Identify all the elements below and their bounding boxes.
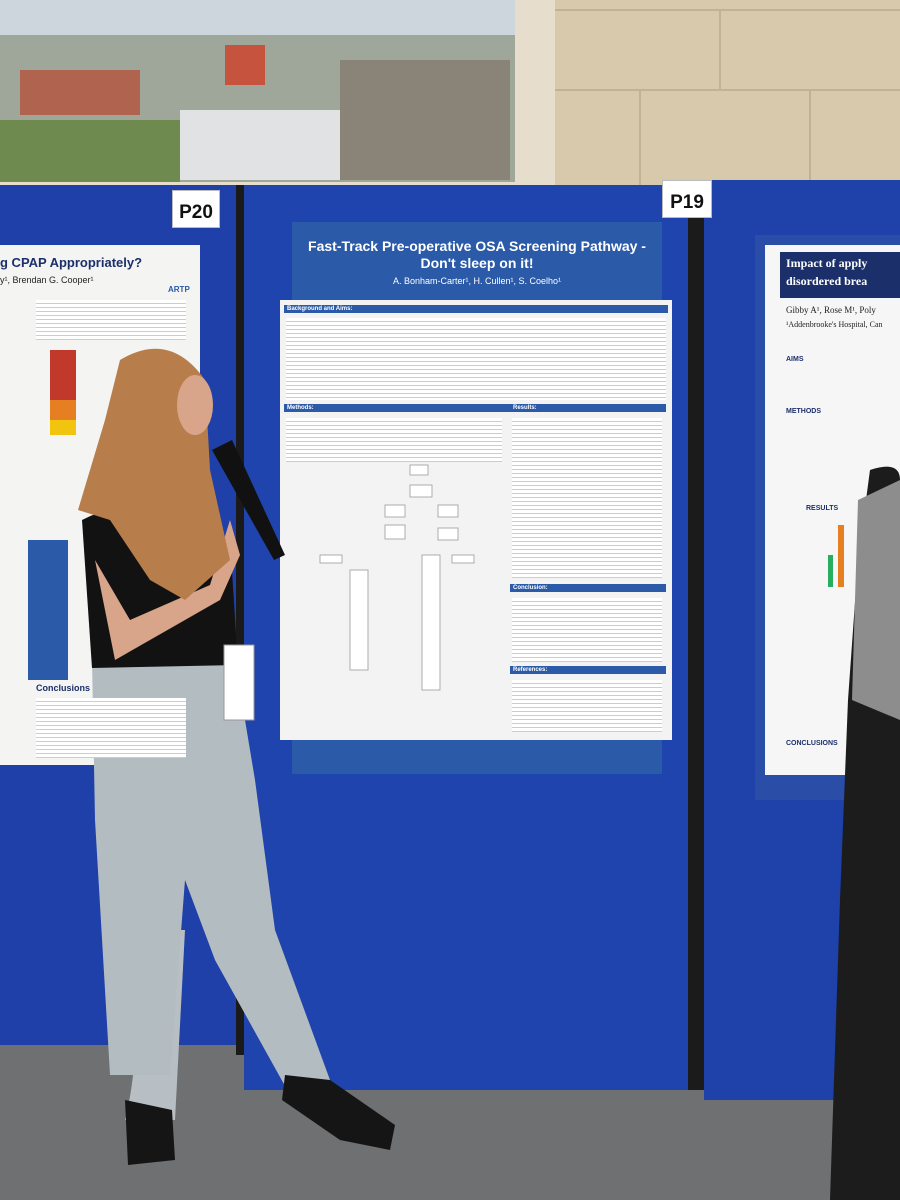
section-text (512, 418, 662, 578)
right-poster-title: disordered brea (786, 274, 868, 288)
section-text (286, 318, 666, 400)
right-poster-title: Impact of apply (786, 256, 868, 270)
arm (95, 520, 240, 660)
painting-building (225, 45, 265, 85)
microphone (212, 440, 285, 560)
painting-houses (340, 60, 510, 180)
board-label: P19 (662, 180, 712, 218)
board-post (236, 185, 244, 1055)
left-poster-title: g CPAP Appropriately? (0, 255, 143, 270)
section-header: METHODS (786, 408, 821, 415)
shoe (282, 1075, 395, 1150)
name-badge (223, 644, 255, 721)
section-header: CONCLUSIONS (786, 740, 838, 747)
painting-building (20, 70, 140, 115)
section-text (512, 598, 662, 662)
section-text (36, 300, 186, 340)
section-header: Conclusion: (510, 584, 666, 592)
stone-joints (555, 9, 900, 185)
title-banner (780, 252, 900, 298)
poster-authors: A. Bonham-Carter¹, H. Cullen¹, S. Coelho… (392, 276, 562, 286)
poster-chart-bar (838, 525, 844, 587)
section-header: RESULTS (806, 505, 839, 512)
painting-sky (0, 0, 515, 35)
poster-chart-bar (50, 400, 76, 420)
section-text (36, 698, 186, 758)
painting-trees (0, 120, 180, 182)
poster-chart-bar (50, 350, 76, 400)
painting-building (180, 110, 340, 180)
section-text (286, 418, 502, 462)
face (177, 375, 213, 435)
poster-chart-bar (50, 420, 76, 435)
logo-text: ARTP (168, 285, 190, 294)
patterned-top (852, 480, 900, 720)
section-header: AIMS (786, 356, 804, 363)
section-header: Results: (510, 404, 666, 412)
right-poster-affiliation: ¹Addenbrooke's Hospital, Can (786, 320, 883, 329)
section-header: Methods: (284, 404, 510, 412)
left-poster-authors: y¹, Brendan G. Cooper¹ (0, 275, 94, 285)
right-poster-authors: Gibby A¹, Rose M¹, Poly (786, 305, 876, 315)
shoe (125, 1100, 175, 1165)
section-header: References: (510, 666, 666, 674)
stone-wall (555, 0, 900, 185)
trousers (92, 660, 330, 1095)
poster-title: Fast-Track Pre-operative OSA Screening P… (308, 238, 646, 271)
poster-chart-bar (828, 555, 833, 587)
board-label: P20 (172, 190, 220, 228)
section-header: Background and Aims: (284, 305, 668, 313)
section-text (512, 680, 662, 732)
flowchart (319, 464, 475, 691)
section-header: Conclusions (36, 683, 91, 693)
poster-table (28, 540, 68, 680)
board-post (688, 180, 704, 1090)
